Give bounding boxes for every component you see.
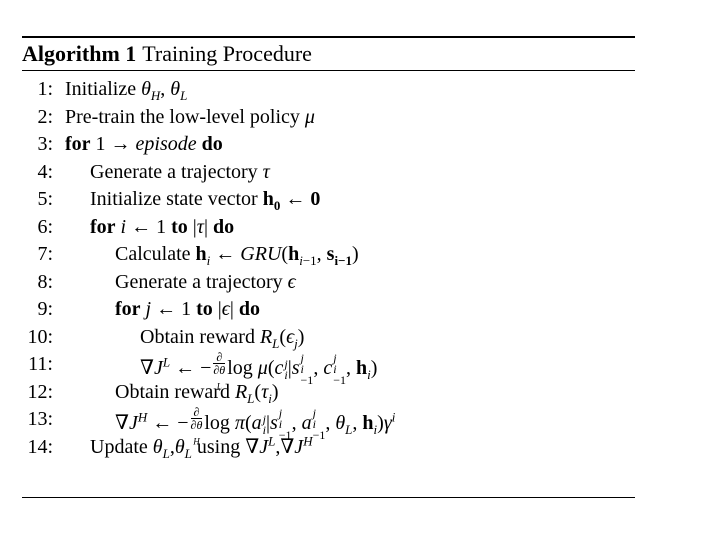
line-number: 2: xyxy=(37,105,53,128)
line-number: 4: xyxy=(37,160,53,183)
bottom-rule xyxy=(22,497,635,498)
line-number: 3: xyxy=(37,133,53,155)
line-body: Generate a trajectory τ xyxy=(90,160,270,183)
line-number: 12: xyxy=(27,380,53,403)
line-body: Calculate hi ← GRU(hi−1, si−1) xyxy=(115,243,359,268)
algorithm-block: Algorithm 1 Training Procedure 1: Initia… xyxy=(22,36,635,461)
line-number: 8: xyxy=(37,270,53,293)
algo-line-7: 7: Calculate hi ← GRU(hi−1, si−1) xyxy=(22,241,635,269)
line-body: Pre-train the low-level policy μ xyxy=(65,105,315,128)
line-number: 6: xyxy=(37,215,53,238)
line-body: Obtain reward RL(ϵj) xyxy=(140,325,305,351)
algo-line-10: 10: Obtain reward RL(ϵj) xyxy=(22,324,635,352)
line-body: Initialize state vector h0 ← 0 xyxy=(90,188,321,213)
line-number: 5: xyxy=(37,188,53,210)
algo-line-6: 6: for i ← 1 to |τ| do xyxy=(22,214,635,242)
line-body: Initialize θH, θL xyxy=(65,78,188,103)
line-body: Obtain reward RL(τi) xyxy=(115,380,279,406)
algorithm-lines: 1: Initialize θH, θL 2: Pre-train the lo… xyxy=(22,71,635,461)
line-body: for 1 → episode do xyxy=(65,133,223,155)
algorithm-header: Algorithm 1 Training Procedure xyxy=(22,38,635,70)
line-number: 13: xyxy=(27,408,53,430)
algorithm-label: Algorithm 1 xyxy=(22,41,137,66)
algo-line-5: 5: Initialize state vector h0 ← 0 xyxy=(22,186,635,214)
line-number: 9: xyxy=(37,298,53,320)
algo-line-8: 8: Generate a trajectory ϵ xyxy=(22,269,635,297)
line-number: 7: xyxy=(37,243,53,265)
algo-line-3: 3: for 1 → episode do xyxy=(22,131,635,159)
line-number: 14: xyxy=(27,435,53,458)
line-body: for j ← 1 to |ϵ| do xyxy=(115,298,260,320)
algo-line-1: 1: Initialize θH, θL xyxy=(22,76,635,104)
top-rule xyxy=(22,36,635,38)
header-rule xyxy=(22,70,635,71)
algo-line-4: 4: Generate a trajectory τ xyxy=(22,159,635,187)
line-body: for i ← 1 to |τ| do xyxy=(90,215,235,238)
line-body: Generate a trajectory ϵ xyxy=(115,270,296,293)
algorithm-title: Training Procedure xyxy=(142,41,312,66)
line-number: 1: xyxy=(37,78,53,100)
line-body: Update θL,θL using ∇JL,∇JH xyxy=(90,432,313,461)
algo-line-9: 9: for j ← 1 to |ϵ| do xyxy=(22,296,635,324)
algo-line-14: 14: Update θL,θL using ∇JL,∇JH xyxy=(22,434,635,462)
algo-line-12: 12: Obtain reward RL(τi) xyxy=(22,379,635,407)
line-number: 11: xyxy=(28,353,53,375)
line-number: 10: xyxy=(27,325,53,348)
algo-line-2: 2: Pre-train the low-level policy μ xyxy=(22,104,635,132)
